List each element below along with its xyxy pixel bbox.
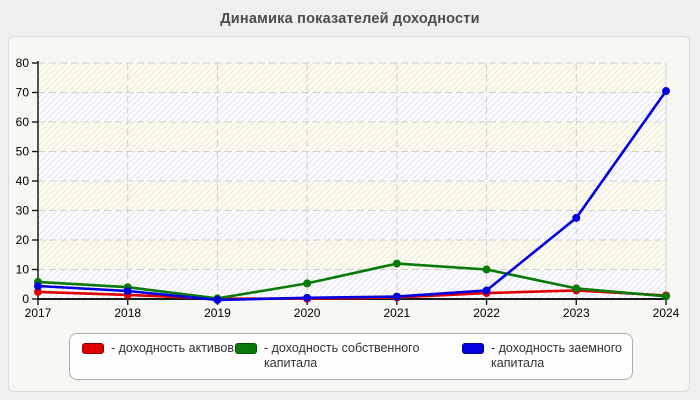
y-tick-label: 0 [22, 292, 29, 306]
plot-band [38, 122, 666, 152]
plot-band [38, 92, 666, 122]
y-tick-label: 50 [16, 145, 30, 159]
y-tick-label: 60 [16, 115, 30, 129]
data-point [213, 295, 222, 304]
y-tick-label: 80 [16, 56, 30, 70]
legend-swatch [82, 343, 104, 354]
data-point [392, 292, 401, 301]
x-axis-labels: 2017 2018 2019 2020 2021 2022 2023 2024 [25, 306, 680, 320]
h-gridlines [38, 62, 666, 270]
plot-band [38, 151, 666, 181]
series-2 [34, 87, 670, 304]
data-point [123, 287, 132, 296]
x-tick-label: 2024 [653, 306, 680, 320]
plot-band [38, 240, 666, 270]
legend-item: - доходность собственного капитала [235, 341, 436, 371]
legend-item: - доходность активов [82, 341, 234, 356]
data-point [303, 293, 312, 302]
legend-label: - доходность заемного капитала [491, 341, 622, 370]
data-point [34, 287, 42, 296]
y-tick-label: 10 [16, 263, 30, 277]
line-chart: 0 10 20 30 40 50 60 70 80 2017 2018 2019 2020 2021 202… [16, 56, 680, 320]
data-point [392, 259, 401, 268]
data-point [662, 87, 670, 96]
data-point [34, 282, 42, 291]
legend-item: - доходность заемного капитала [462, 341, 632, 371]
legend-label: - доходность активов [111, 341, 234, 355]
y-tick-label: 70 [16, 86, 30, 100]
plot-bands [38, 63, 666, 299]
page-title: Динамика показателей доходности [220, 11, 480, 27]
series-line [36, 262, 668, 300]
y-axis-labels: 0 10 20 30 40 50 60 70 80 [16, 56, 30, 306]
y-tick-label: 30 [16, 204, 30, 218]
x-tick-label: 2019 [204, 306, 231, 320]
x-tick-label: 2017 [25, 306, 52, 320]
data-point [482, 286, 491, 295]
x-tick-label: 2020 [294, 306, 321, 320]
x-tick-label: 2021 [384, 306, 411, 320]
data-point [482, 265, 491, 274]
x-tick-label: 2023 [563, 306, 590, 320]
chart-panel: 0 10 20 30 40 50 60 70 80 2017 2018 2019 2020 2021 202… [8, 36, 690, 392]
y-tick-label: 40 [16, 174, 30, 188]
series-line [36, 89, 668, 302]
y-tick-label: 20 [16, 233, 30, 247]
data-point [572, 213, 581, 222]
x-tick-label: 2022 [473, 306, 500, 320]
legend-label: - доходность собственного капитала [264, 341, 420, 370]
plot-band [38, 210, 666, 240]
legend-swatch [235, 343, 257, 354]
data-point [662, 292, 670, 301]
plot-band [38, 181, 666, 211]
legend-swatch [462, 343, 484, 354]
data-point [303, 279, 312, 288]
plot-band [38, 63, 666, 93]
legend: - доходность активов - доходность собстве… [69, 333, 633, 380]
data-point [572, 284, 581, 293]
x-tick-label: 2018 [114, 306, 141, 320]
